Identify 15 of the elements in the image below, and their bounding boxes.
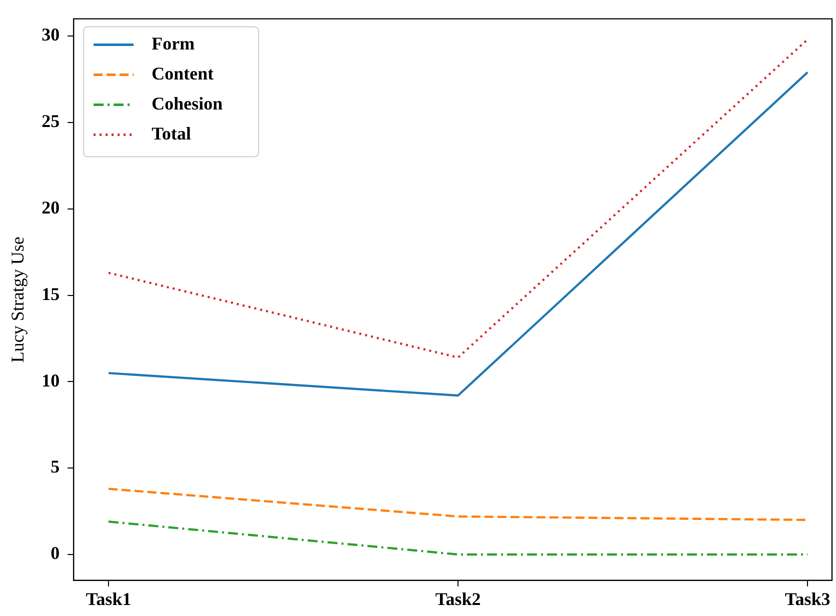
y-tick-label: 20 — [42, 198, 60, 218]
x-tick-label: Task3 — [784, 588, 830, 609]
y-axis-title: Lucy Stratgy Use — [8, 236, 28, 363]
x-tick-label: Task1 — [86, 588, 132, 609]
y-tick-label: 30 — [42, 24, 60, 45]
y-tick-label: 15 — [42, 284, 60, 304]
legend-label: Form — [152, 33, 195, 54]
y-tick-label: 0 — [50, 543, 60, 564]
y-tick-label: 25 — [42, 111, 60, 132]
legend-label: Content — [152, 63, 214, 84]
legend-label: Total — [152, 123, 191, 144]
x-tick-label: Task2 — [435, 588, 481, 609]
legend-label: Cohesion — [152, 93, 223, 114]
y-tick-label: 10 — [42, 370, 60, 390]
y-tick-label: 5 — [50, 456, 60, 477]
